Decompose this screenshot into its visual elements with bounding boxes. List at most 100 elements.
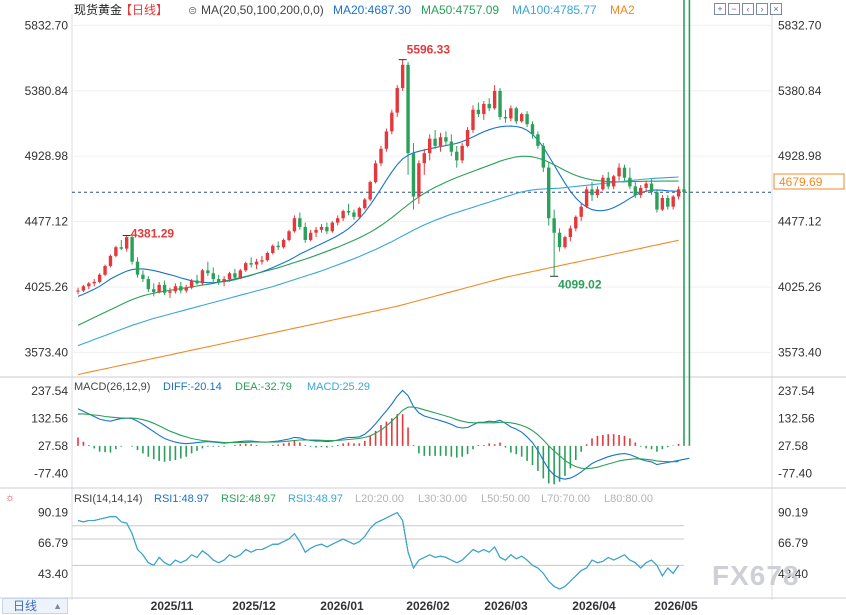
price-annotation-high: 5596.33 <box>407 43 451 57</box>
candle-body <box>579 206 583 217</box>
candle-body <box>114 247 118 256</box>
candle-body <box>655 192 659 210</box>
price-ytick-right: 3573.40 <box>778 345 822 359</box>
candle-body <box>568 228 573 238</box>
x-axis-tick: 2025/11 <box>151 599 194 613</box>
candle-body <box>617 167 621 177</box>
rsi-ytick-right: 66.79 <box>778 536 808 550</box>
candle-body <box>308 232 313 240</box>
period-selector-button[interactable]: 日线 ▲ <box>2 598 68 614</box>
candle-body <box>525 114 529 125</box>
candle-body <box>216 279 221 282</box>
rsi-ytick-right: 43.40 <box>778 567 808 581</box>
candle-body <box>325 226 329 232</box>
candle-body <box>336 218 340 223</box>
candle-body <box>644 183 648 188</box>
rsi-label: RSI(14,14,14) <box>74 493 142 505</box>
candle-body <box>222 279 226 282</box>
chevron-right-icon[interactable]: › <box>756 3 768 15</box>
candle-body <box>438 137 443 146</box>
candle-body <box>482 103 486 115</box>
rsi-ytick-left: 43.40 <box>38 567 68 581</box>
candle-body <box>346 211 351 213</box>
ma50-value: MA50:4757.09 <box>421 3 499 17</box>
candle-body <box>676 189 681 197</box>
candle-body <box>254 261 259 265</box>
candle-body <box>157 284 161 293</box>
macd-ytick-left: -77.40 <box>34 466 68 480</box>
candle-body <box>173 286 178 292</box>
candle-body <box>108 255 113 267</box>
candle-body <box>206 270 210 274</box>
candle-body <box>563 237 567 248</box>
zoom-in-icon[interactable]: + <box>714 3 726 15</box>
rsi-ytick-right: 90.19 <box>778 505 808 519</box>
candle-body <box>271 245 275 253</box>
ma-label: MA(20,50,100,200,0,0) <box>201 3 324 17</box>
price-ytick-left: 4477.12 <box>25 215 69 229</box>
candle-body <box>498 90 502 117</box>
candle-body <box>265 252 270 261</box>
zoom-out-icon[interactable]: − <box>728 3 740 15</box>
candle-body <box>601 177 605 190</box>
candle-body <box>179 286 183 291</box>
close-icon[interactable]: × <box>770 3 782 15</box>
candle-body <box>373 163 378 183</box>
candle-body <box>471 109 475 130</box>
price-ytick-right: 4025.26 <box>778 280 822 294</box>
x-axis-tick: 2026/05 <box>654 599 698 613</box>
macd-value: MACD:25.29 <box>307 381 370 393</box>
watermark-logo: FX678 <box>712 560 800 591</box>
ma200-line <box>77 239 679 376</box>
price-ytick-right: 5380.84 <box>778 84 822 98</box>
rsi-l50: L50:50.00 <box>481 493 530 505</box>
current-price-tag <box>773 173 845 190</box>
candle-body <box>422 153 426 164</box>
macd-ytick-left: 27.58 <box>38 439 68 453</box>
sun-icon[interactable]: ☼ <box>5 492 15 504</box>
price-ytick-left: 5380.84 <box>25 84 69 98</box>
candle-body <box>92 281 96 284</box>
candle-body <box>530 124 535 135</box>
candle-body <box>379 148 383 164</box>
candle-body <box>384 131 389 149</box>
macd-ytick-left: 132.56 <box>31 411 68 425</box>
x-axis-tick: 2026/04 <box>572 599 616 613</box>
candle-body <box>76 290 80 292</box>
candle-body <box>260 260 264 262</box>
candle-body <box>189 280 194 288</box>
candle-body <box>449 141 454 152</box>
candle-body <box>660 198 665 210</box>
candle-body <box>281 239 286 248</box>
current-price-value: 4679.69 <box>779 175 823 189</box>
candle-body <box>590 189 594 196</box>
candle-body <box>465 129 470 146</box>
candle-body <box>292 218 297 232</box>
candle-body <box>119 247 123 249</box>
chevron-left-icon[interactable]: ‹ <box>742 3 754 15</box>
price-chart: 5832.70 5832.70 5380.84 5380.84 4928.98 4928.… <box>25 18 822 376</box>
candle-body <box>503 116 508 119</box>
x-axis-tick: 2026/03 <box>484 599 528 613</box>
candle-body <box>622 167 627 178</box>
candle-body <box>368 182 372 200</box>
candle-body <box>162 284 167 293</box>
candle-body <box>141 274 145 280</box>
candle-body <box>135 261 140 275</box>
candle-body <box>152 289 156 293</box>
x-axis-tick: 2026/01 <box>320 599 364 613</box>
candle-body <box>211 273 215 280</box>
candle-body <box>400 64 405 89</box>
macd-dea: DEA:-32.79 <box>235 381 292 393</box>
candle-body <box>541 145 546 168</box>
candle-body <box>233 273 237 278</box>
macd-ytick-right: 132.56 <box>778 411 815 425</box>
candle-body <box>357 208 362 217</box>
period-selector-label: 日线 <box>13 599 38 613</box>
candle-body <box>509 108 513 119</box>
settings-icon[interactable]: ⊜ <box>188 5 197 17</box>
candle-body <box>417 163 421 197</box>
price-ytick-right: 4928.98 <box>778 149 822 163</box>
candle-body <box>606 177 610 187</box>
